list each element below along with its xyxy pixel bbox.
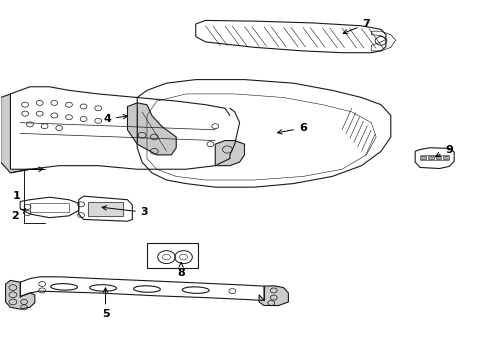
Text: 4: 4 [103,114,127,124]
Polygon shape [259,286,288,306]
Text: 7: 7 [343,19,369,34]
Polygon shape [127,103,176,155]
Text: 8: 8 [177,262,184,278]
Bar [419,156,425,159]
Polygon shape [88,202,122,216]
Polygon shape [0,94,30,173]
Text: 2: 2 [11,209,26,221]
Bar [443,156,448,159]
Text: 1: 1 [12,191,20,201]
Text: 3: 3 [102,206,148,217]
Bar [427,156,433,159]
Polygon shape [215,140,244,166]
Text: 5: 5 [102,288,109,319]
Bar [147,243,198,268]
Text: 6: 6 [277,123,306,134]
Text: 9: 9 [435,144,452,157]
Bar [435,156,441,159]
Polygon shape [5,280,35,309]
